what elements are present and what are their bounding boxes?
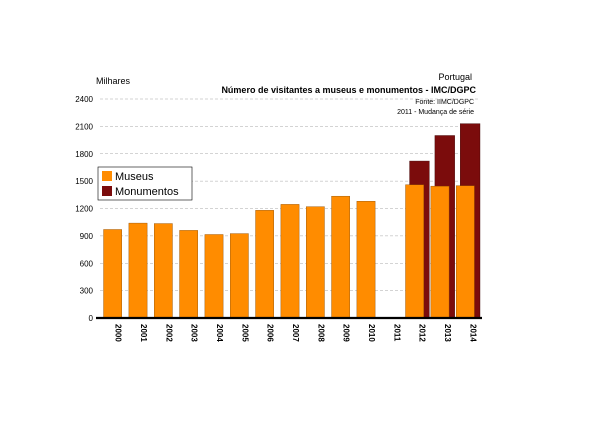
bar-museus-2003 — [179, 230, 198, 319]
x-tick-label: 2011 — [392, 324, 401, 342]
y-tick-label: 300 — [80, 287, 94, 296]
bar-museus-2000 — [103, 229, 122, 319]
legend: Museus Monumentos — [97, 166, 193, 201]
bar-museus-2002 — [154, 223, 173, 319]
bar-museus-2012 — [405, 184, 424, 319]
y-axis: 0 300 600 900 1200 1500 1800 2100 2400 — [75, 95, 93, 323]
bar-museus-2001 — [128, 222, 148, 319]
x-tick-label: 2002 — [164, 324, 173, 342]
x-tick-label: 2006 — [266, 324, 275, 342]
source-note: Fonte: IIMC/DGPC — [415, 99, 474, 106]
x-tick-label: 2013 — [443, 324, 452, 342]
bar-museus-2005 — [230, 233, 249, 319]
x-tick-label: 2000 — [114, 324, 123, 342]
x-tick-label: 2010 — [367, 324, 376, 342]
bar-museus-2013 — [430, 185, 450, 319]
x-tick-label: 2008 — [316, 324, 325, 342]
y-tick-label: 2400 — [75, 95, 93, 104]
bar-museus-2004 — [204, 234, 224, 319]
series-change-note: 2011 - Mudança de série — [397, 109, 474, 116]
legend-label-monumentos: Monumentos — [115, 186, 179, 198]
bar-museus-2010 — [356, 200, 376, 319]
bars — [103, 123, 481, 319]
bar-museus-2007 — [280, 204, 300, 319]
legend-swatch-monumentos — [102, 186, 112, 196]
y-tick-label: 900 — [80, 232, 94, 241]
legend-label-museus: Museus — [115, 171, 154, 183]
bar-museus-2006 — [255, 210, 274, 319]
x-tick-label: 2003 — [190, 324, 199, 342]
y-tick-label: 1800 — [75, 150, 93, 159]
chart-title: Número de visitantes a museus e monument… — [221, 85, 476, 95]
bar-museus-2014 — [455, 185, 475, 319]
y-tick-label: 1500 — [75, 177, 93, 186]
bar-museus-2009 — [331, 195, 350, 319]
x-tick-label: 2001 — [139, 324, 148, 342]
y-tick-label: 600 — [80, 259, 94, 268]
x-tick-label: 2004 — [215, 324, 224, 342]
x-axis: 2000 2001 2002 2003 2004 2005 2006 2007 2008 2009… — [96, 316, 482, 342]
unit-label: Milhares — [96, 76, 131, 86]
x-tick-label: 2014 — [468, 324, 477, 342]
legend-box — [97, 166, 193, 201]
y-tick-label: 1200 — [75, 205, 93, 214]
legend-swatch-museus — [102, 171, 112, 181]
y-tick-label: 0 — [89, 314, 94, 323]
bar-museus-2008 — [306, 206, 325, 319]
x-tick-label: 2007 — [291, 324, 300, 342]
x-tick-label: 2005 — [240, 324, 249, 342]
x-tick-label: 2009 — [342, 324, 351, 342]
country-label: Portugal — [438, 72, 472, 82]
y-tick-label: 2100 — [75, 122, 93, 131]
x-tick-label: 2012 — [418, 324, 427, 342]
